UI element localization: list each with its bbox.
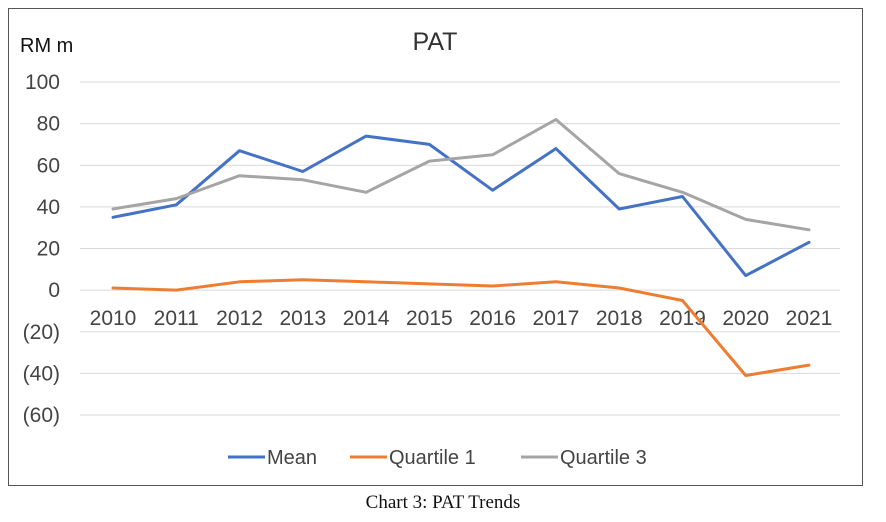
chart-frame	[8, 8, 863, 486]
y-tick-label: 100	[25, 71, 60, 94]
y-unit-label: RM m	[20, 35, 73, 57]
x-tick-label: 2015	[406, 307, 453, 330]
x-tick-label: 2013	[279, 307, 326, 330]
y-tick-label: 40	[37, 196, 60, 219]
series-lines	[111, 118, 811, 377]
legend: Mean Quartile 1 Quartile 3	[228, 447, 647, 469]
chart-caption: Chart 3: PAT Trends	[365, 492, 521, 513]
legend-label: Quartile 3	[560, 447, 647, 469]
y-tick-labels: 100 80 60 40 20 0 (20) (40) (60)	[23, 71, 60, 427]
x-tick-label: 2016	[469, 307, 516, 330]
legend-label: Quartile 1	[389, 447, 476, 469]
x-tick-label: 2020	[722, 307, 769, 330]
y-tick-label: 60	[37, 154, 60, 177]
y-tick-label: (40)	[23, 362, 60, 385]
series-line-quartile-1	[111, 278, 811, 377]
y-tick-label: (20)	[23, 321, 60, 344]
series-line-quartile-3	[111, 118, 811, 232]
y-tick-label: 0	[48, 279, 60, 302]
x-tick-label: 2017	[533, 307, 580, 330]
legend-label: Mean	[267, 447, 317, 469]
series-line-mean	[111, 134, 811, 278]
x-tick-label: 2021	[786, 307, 833, 330]
x-tick-label: 2014	[343, 307, 390, 330]
pat-line-chart: PAT RM m 100 80 60 40 20 0 (20) (40) (60) 2010 20…	[20, 28, 840, 469]
x-tick-labels: 2010 2011 2012 2013 2014 2015 2016 2017 2018 2019…	[90, 307, 833, 330]
y-tick-label: (60)	[23, 404, 60, 427]
gridlines	[80, 81, 840, 416]
x-tick-label: 2012	[216, 307, 263, 330]
x-tick-label: 2010	[90, 307, 137, 330]
y-tick-label: 80	[37, 113, 60, 136]
y-tick-label: 20	[37, 238, 60, 261]
x-tick-label: 2018	[596, 307, 643, 330]
x-tick-label: 2011	[154, 307, 199, 330]
chart-title: PAT	[413, 28, 458, 56]
